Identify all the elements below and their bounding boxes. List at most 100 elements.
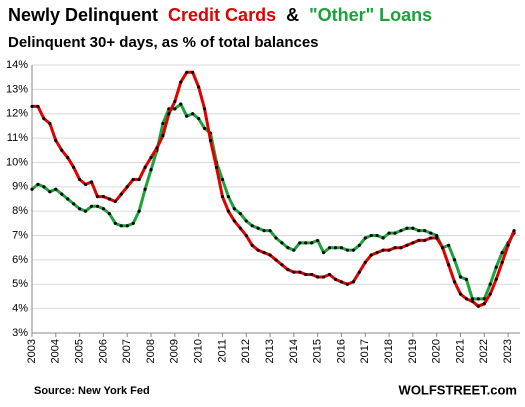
data-point bbox=[446, 263, 451, 267]
data-point bbox=[482, 302, 486, 306]
brand: WOLFSTREET.com bbox=[399, 382, 517, 397]
x-tick-label: 2005 bbox=[74, 339, 86, 363]
data-point bbox=[83, 182, 88, 186]
data-point bbox=[417, 229, 421, 233]
data-point bbox=[464, 277, 469, 281]
y-tick-label: 12% bbox=[6, 108, 28, 120]
y-tick-label: 4% bbox=[12, 303, 28, 315]
data-point bbox=[173, 99, 177, 104]
data-point bbox=[387, 248, 391, 252]
x-tick-label: 2006 bbox=[97, 339, 109, 363]
data-point bbox=[446, 243, 451, 247]
x-tick-label: 2021 bbox=[454, 339, 466, 363]
data-point bbox=[375, 251, 379, 255]
data-point bbox=[101, 207, 106, 211]
data-point bbox=[310, 241, 314, 245]
data-point bbox=[494, 277, 498, 281]
x-tick-label: 2012 bbox=[240, 339, 252, 363]
data-point bbox=[179, 80, 183, 84]
data-point bbox=[351, 280, 355, 284]
data-point bbox=[441, 246, 445, 250]
x-tick-label: 2003 bbox=[26, 339, 38, 363]
data-point bbox=[113, 199, 117, 204]
data-point bbox=[333, 277, 338, 281]
data-point bbox=[286, 268, 290, 272]
data-point bbox=[351, 248, 355, 252]
data-point bbox=[357, 270, 361, 274]
data-point bbox=[280, 241, 284, 245]
data-point bbox=[149, 155, 153, 160]
series-line bbox=[31, 102, 516, 301]
data-point bbox=[292, 270, 296, 274]
y-tick-label: 14% bbox=[6, 59, 28, 71]
data-point bbox=[423, 238, 427, 243]
data-point bbox=[137, 177, 141, 182]
data-point bbox=[232, 207, 236, 211]
data-point bbox=[191, 70, 195, 74]
chart-title: Newly Delinquent Credit Cards & "Other" … bbox=[8, 5, 432, 25]
data-point bbox=[268, 253, 272, 257]
data-point bbox=[429, 236, 433, 240]
data-point bbox=[262, 251, 266, 255]
title-conjunction: & bbox=[286, 5, 299, 25]
data-point bbox=[125, 185, 129, 189]
data-point bbox=[375, 233, 379, 238]
data-point bbox=[220, 194, 225, 199]
data-point bbox=[316, 275, 320, 279]
data-point bbox=[197, 117, 201, 121]
x-tick-label: 2015 bbox=[312, 339, 324, 363]
data-point bbox=[322, 275, 326, 279]
data-point bbox=[42, 185, 46, 189]
data-point bbox=[66, 197, 70, 201]
data-point bbox=[137, 209, 141, 213]
data-point bbox=[458, 275, 463, 279]
data-point bbox=[452, 280, 457, 284]
data-point bbox=[78, 177, 82, 182]
data-point bbox=[238, 212, 242, 216]
y-tick-label: 7% bbox=[12, 229, 28, 241]
data-point bbox=[89, 180, 94, 184]
x-tick-label: 2017 bbox=[359, 339, 371, 363]
data-point bbox=[369, 253, 373, 257]
data-point bbox=[405, 243, 409, 247]
y-tick-label: 13% bbox=[6, 83, 28, 95]
x-tick-label: 2011 bbox=[216, 339, 228, 363]
data-point bbox=[83, 209, 88, 213]
data-point bbox=[220, 177, 225, 182]
data-point bbox=[256, 248, 260, 252]
data-point bbox=[274, 258, 278, 262]
data-point bbox=[411, 241, 415, 245]
data-point bbox=[42, 117, 46, 121]
series-line bbox=[32, 70, 516, 308]
data-point bbox=[48, 190, 52, 194]
data-point bbox=[435, 236, 439, 240]
data-point bbox=[292, 248, 296, 252]
data-point bbox=[125, 224, 129, 228]
data-point bbox=[393, 231, 397, 235]
data-point bbox=[429, 231, 433, 235]
data-point bbox=[30, 187, 34, 191]
data-point bbox=[357, 243, 361, 247]
x-tick-label: 2008 bbox=[145, 339, 157, 363]
data-point bbox=[244, 233, 248, 238]
data-point bbox=[54, 138, 58, 143]
data-point bbox=[60, 148, 64, 152]
data-point bbox=[95, 194, 100, 199]
data-point bbox=[238, 226, 242, 230]
data-point bbox=[30, 104, 34, 109]
data-point bbox=[161, 121, 165, 126]
data-point bbox=[488, 282, 492, 286]
data-point bbox=[72, 165, 76, 169]
data-point bbox=[476, 304, 480, 308]
data-point bbox=[167, 112, 171, 116]
data-point bbox=[345, 282, 350, 286]
data-point bbox=[399, 246, 403, 250]
data-point bbox=[387, 231, 391, 235]
data-point bbox=[131, 177, 135, 182]
data-point bbox=[95, 204, 100, 208]
y-tick-label: 10% bbox=[6, 156, 28, 168]
data-point bbox=[143, 187, 147, 191]
data-point bbox=[298, 270, 302, 274]
data-point bbox=[405, 226, 409, 230]
